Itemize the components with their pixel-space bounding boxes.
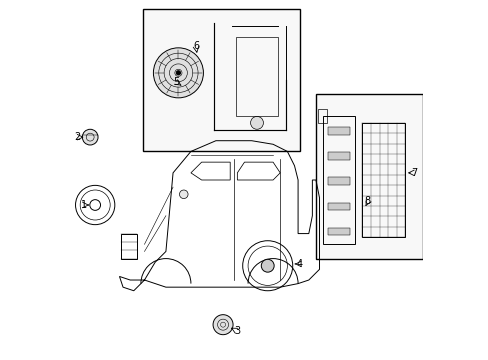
- Bar: [235, 37, 278, 116]
- Bar: [328, 228, 349, 235]
- Text: 2: 2: [74, 132, 81, 142]
- Text: 1: 1: [81, 200, 87, 210]
- Circle shape: [179, 190, 188, 199]
- Text: 5: 5: [173, 77, 180, 87]
- Bar: [362, 123, 405, 237]
- Bar: [323, 116, 354, 244]
- Text: 3: 3: [234, 326, 240, 336]
- Bar: [328, 177, 349, 185]
- Text: 6: 6: [193, 41, 199, 51]
- Bar: [142, 9, 299, 152]
- Circle shape: [82, 129, 98, 145]
- Bar: [328, 127, 349, 135]
- Bar: [328, 203, 349, 210]
- Circle shape: [261, 259, 274, 272]
- Bar: [315, 94, 422, 258]
- Text: 7: 7: [410, 168, 416, 178]
- Text: 4: 4: [296, 259, 302, 269]
- Circle shape: [153, 48, 203, 98]
- Circle shape: [213, 315, 233, 335]
- Circle shape: [176, 71, 180, 75]
- Bar: [317, 109, 326, 123]
- Bar: [328, 153, 349, 160]
- Circle shape: [250, 116, 263, 129]
- Text: 8: 8: [364, 197, 370, 206]
